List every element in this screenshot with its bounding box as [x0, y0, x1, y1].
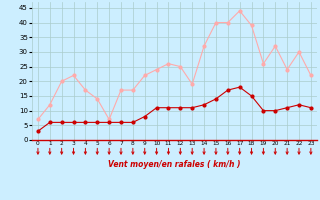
X-axis label: Vent moyen/en rafales ( km/h ): Vent moyen/en rafales ( km/h ) — [108, 160, 241, 169]
